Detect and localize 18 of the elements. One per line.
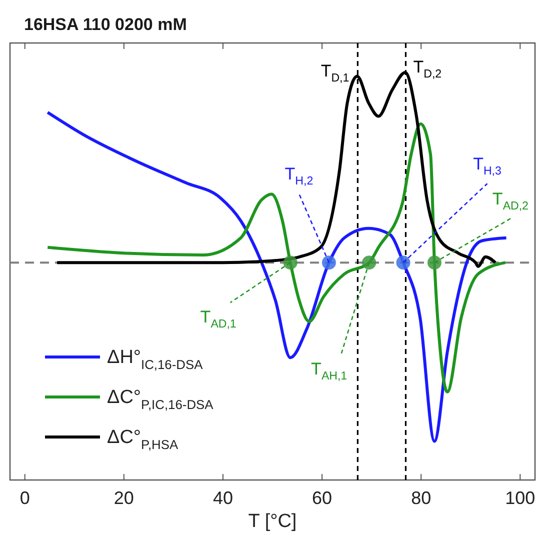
legend-label: ΔC°$_{P,IC,16-DSA}$	[107, 387, 214, 412]
x-tick-label: 60	[312, 488, 332, 508]
legend-label: ΔH°$_{IC,16-DSA}$	[107, 347, 204, 372]
x-tick-label: 80	[411, 488, 432, 508]
annotation: T$_{AH,1}$	[311, 360, 348, 383]
annotation: T$_{D,2}$	[413, 58, 442, 81]
x-tick-label: 20	[114, 488, 134, 508]
annotation: T$_{D,1}$	[320, 61, 350, 85]
annotation: T$_{AD,2}$	[492, 190, 528, 213]
legend-label: ΔC°$_{P,HSA}$	[107, 427, 178, 452]
chart-title: 16HSA 110 0200 mM	[24, 15, 187, 34]
annotation: T$_{H,2}$	[284, 164, 314, 188]
x-tick-label: 0	[20, 488, 30, 508]
x-tick-label: 100	[505, 488, 536, 508]
x-tick-label: 40	[212, 488, 233, 508]
annotation: T$_{H,3}$	[473, 154, 502, 178]
annotation: T$_{AD,1}$	[200, 308, 236, 331]
x-axis-title: T [°C]	[248, 511, 297, 532]
